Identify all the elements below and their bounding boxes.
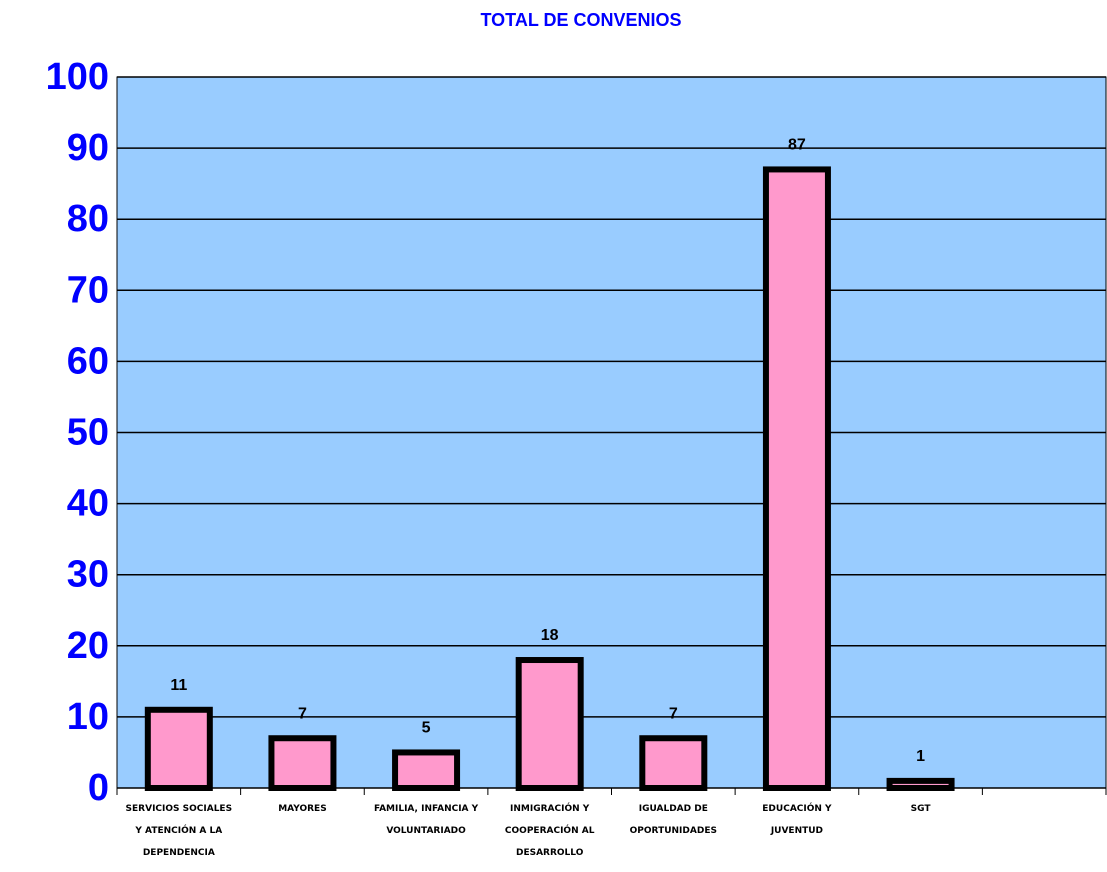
x-tick-label: MAYORES: [278, 804, 326, 814]
x-tick-label: SGT: [911, 804, 932, 814]
y-tick-label: 60: [67, 340, 109, 382]
x-tick-label: SERVICIOS SOCIALES Y ATENCIÓN A LA DEPENDE…: [126, 804, 233, 858]
value-label: 87: [788, 137, 806, 154]
y-tick-label: 100: [46, 56, 109, 98]
y-tick-label: 0: [88, 767, 109, 809]
bar: [268, 735, 337, 791]
y-tick-label: 10: [67, 696, 109, 738]
value-label: 7: [298, 705, 307, 722]
x-tick-label: FAMILIA, INFANCIA Y VOLUNTARIADO: [374, 804, 479, 836]
x-tick-label: IGUALDAD DE OPORTUNIDADES: [630, 804, 717, 836]
value-label: 5: [422, 720, 431, 737]
y-tick-label: 30: [67, 554, 109, 596]
y-tick-label: 70: [67, 269, 109, 311]
value-label: 7: [669, 705, 678, 722]
y-tick-label: 90: [67, 127, 109, 169]
bar: [886, 777, 955, 792]
x-tick-label: INMIGRACIÓN Y COOPERACIÓN AL DESARROLLO: [505, 802, 595, 858]
value-label: 18: [541, 627, 559, 644]
x-tick-label: EDUCACIÓN Y JUVENTUD: [762, 802, 832, 836]
y-tick-label: 40: [67, 483, 109, 525]
bar: [392, 749, 461, 792]
value-label: 1: [916, 748, 925, 765]
y-tick-label: 80: [67, 198, 109, 240]
y-tick-label: 50: [67, 412, 109, 454]
y-tick-label: 20: [67, 625, 109, 667]
bar: [515, 657, 584, 792]
chart-title: TOTAL DE CONVENIOS: [480, 10, 681, 30]
bar: [144, 706, 213, 791]
value-label: 11: [170, 677, 187, 694]
bar: [762, 166, 831, 791]
bar: [639, 735, 708, 791]
